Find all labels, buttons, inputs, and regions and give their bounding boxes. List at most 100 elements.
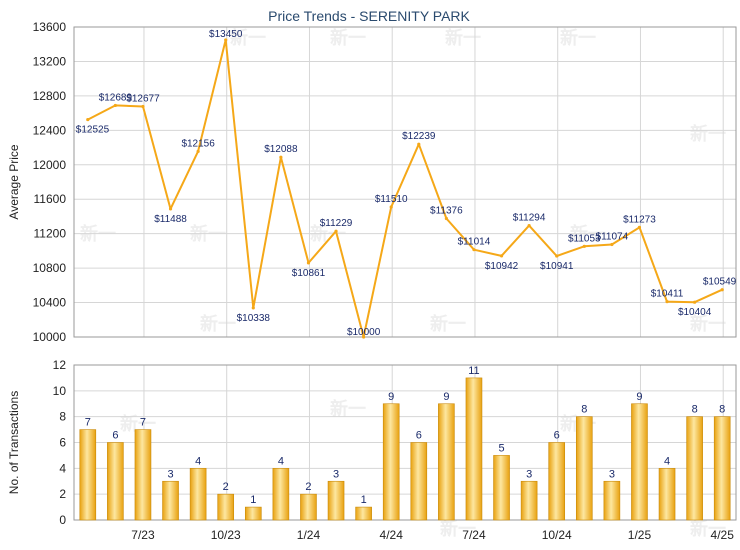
transactions-data-label: 4: [278, 455, 284, 467]
watermark-text: 新一: [430, 313, 466, 335]
transactions-bar: [410, 442, 428, 521]
transactions-bar: [217, 493, 235, 521]
transactions-data-label: 2: [223, 481, 229, 493]
transactions-data-label: 9: [636, 391, 642, 403]
transactions-data-label: 11: [468, 365, 479, 377]
transactions-data-label: 8: [581, 404, 587, 416]
transactions-data-label: 4: [195, 455, 201, 467]
transactions-data-label: 8: [719, 404, 725, 416]
transactions-bar: [107, 442, 124, 521]
watermark-text: 新一: [200, 313, 236, 335]
x-tick-label: 10/24: [542, 528, 572, 542]
x-tick-label: 4/24: [380, 528, 404, 542]
transactions-data-label: 2: [305, 481, 311, 493]
price-data-label: $11376: [430, 206, 463, 217]
transactions-data-label: 3: [526, 468, 532, 480]
x-tick-label: 1/25: [628, 528, 652, 542]
y-tick-label: 10800: [33, 261, 67, 275]
x-tick-label: 10/23: [211, 528, 241, 542]
x-tick-label: 4/25: [711, 528, 735, 542]
price-point: [86, 117, 90, 122]
y-tick-label: 8: [59, 410, 66, 424]
transactions-bar: [465, 377, 483, 521]
price-point: [141, 104, 145, 109]
transactions-bar: [327, 480, 345, 521]
transactions-data-label: 3: [333, 468, 339, 480]
watermark-text: 新一: [690, 518, 726, 540]
y-tick-label: 12800: [33, 89, 67, 103]
y-tick-label: 2: [59, 487, 66, 501]
transactions-bar: [189, 468, 207, 521]
watermark-text: 新一: [690, 313, 726, 335]
transactions-bar: [300, 493, 317, 521]
price-point: [389, 205, 393, 209]
price-data-label: $11273: [623, 214, 656, 225]
transactions-bar: [438, 403, 455, 521]
price-point: [499, 254, 504, 258]
y-tick-label: 6: [59, 436, 66, 450]
y-tick-label: 10000: [33, 330, 67, 344]
transactions-panel: 0 2 4 6 8 10 12 No. of Transactions 7 6 7 3 4 2 1 4 2 3 1 9…: [7, 358, 737, 542]
price-data-label: $11488: [154, 214, 187, 225]
y-tick-label: 10: [53, 384, 67, 398]
transactions-bar: [244, 506, 262, 521]
watermark-text: 新一: [230, 27, 266, 49]
price-data-label: $11510: [375, 194, 408, 205]
transactions-data-label: 1: [361, 494, 367, 506]
transactions-bar: [631, 403, 648, 521]
price-point: [362, 335, 366, 339]
y-tick-label: 13600: [33, 20, 67, 34]
price-data-label: $11053: [568, 233, 601, 244]
price-point: [610, 242, 614, 247]
price-data-label: $12239: [402, 131, 436, 142]
watermark-text: 新一: [445, 27, 481, 49]
transactions-data-label: 6: [554, 430, 560, 442]
price-point: [527, 223, 531, 228]
plot-frame: [73, 26, 737, 338]
chart-title: Price Trends - SERENITY PARK: [268, 8, 470, 24]
transactions-data-label: 3: [167, 468, 173, 480]
watermark-text: 新一: [440, 518, 476, 540]
transactions-data-label: 9: [388, 391, 394, 403]
price-point: [196, 149, 200, 153]
transactions-bar: [658, 468, 676, 521]
price-point: [113, 103, 117, 108]
transactions-bar: [272, 468, 290, 521]
transactions-data-label: 7: [85, 417, 91, 429]
y-axis-title: Average Price: [7, 144, 21, 219]
price-data-label: $12088: [264, 144, 298, 155]
transactions-data-label: 3: [609, 468, 615, 480]
price-data-label: $10338: [237, 313, 271, 324]
price-series-line: [87, 38, 723, 338]
price-point: [168, 207, 173, 211]
plot-frame: [73, 364, 737, 521]
y-tick-label: 11200: [34, 227, 67, 241]
y-tick-label: 11600: [34, 192, 67, 206]
watermark-layer: 新一新一新一新一新一新一新一新一新一新一新一新一新一新一新一新一新一: [80, 27, 726, 540]
transactions-bar: [382, 403, 400, 521]
price-point: [334, 229, 338, 233]
price-data-label: $13450: [209, 29, 243, 40]
price-data-label: $12525: [76, 125, 110, 136]
transactions-bar: [713, 416, 731, 521]
price-data-label: $12677: [126, 93, 160, 104]
price-data-label: $10941: [540, 261, 574, 272]
y-tick-label: 13200: [33, 54, 67, 68]
transactions-data-label: 6: [112, 430, 118, 442]
transactions-data-label: 7: [140, 417, 146, 429]
price-point: [251, 306, 255, 310]
watermark-text: 新一: [560, 27, 596, 49]
y-axis-title: No. of Transactions: [7, 391, 21, 494]
y-tick-label: 4: [59, 461, 66, 475]
price-point: [417, 142, 421, 146]
transactions-data-label: 9: [443, 391, 449, 403]
transactions-bar: [79, 429, 97, 521]
y-tick-label: 12: [53, 358, 67, 372]
transactions-bar: [134, 429, 152, 521]
price-data-label: $11014: [458, 237, 491, 248]
transactions-bar: [575, 416, 593, 521]
price-point: [720, 288, 724, 292]
transactions-bar: [603, 480, 621, 521]
